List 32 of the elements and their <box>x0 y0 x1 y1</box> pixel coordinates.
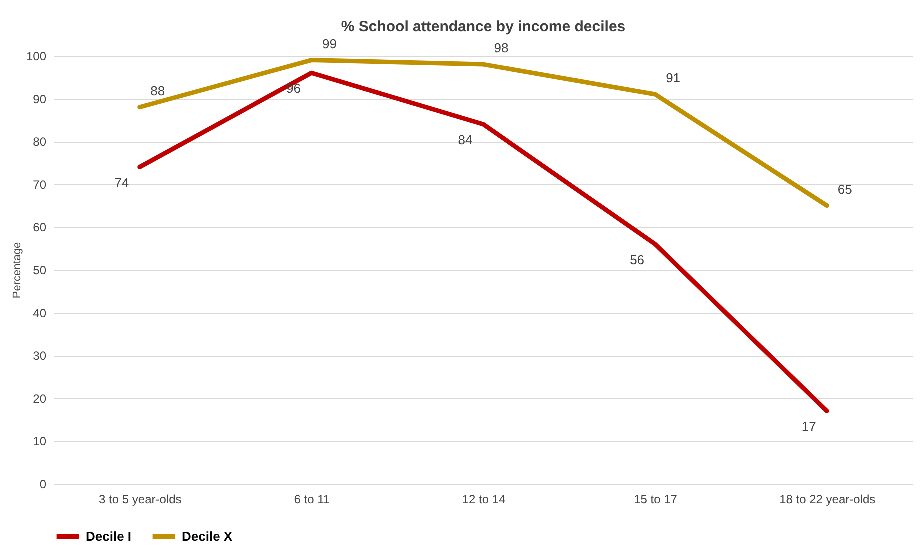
line-series <box>138 58 830 208</box>
y-tick-label: 100 <box>26 50 47 64</box>
data-label: 88 <box>150 83 166 98</box>
x-tick-label: 12 to 14 <box>462 492 506 506</box>
data-label: 65 <box>838 182 852 197</box>
y-tick-label: 50 <box>33 264 47 278</box>
x-tick-label: 15 to 17 <box>634 492 678 506</box>
chart-title: % School attendance by income deciles <box>341 18 626 36</box>
y-tick-label: 0 <box>40 478 47 492</box>
x-tick-label: 3 to 5 year-olds <box>99 492 182 506</box>
y-tick-label: 10 <box>33 434 47 449</box>
data-label: 99 <box>322 36 337 52</box>
data-label: 74 <box>114 175 130 190</box>
data-label: 98 <box>494 40 509 56</box>
line-series <box>138 70 830 414</box>
legend-label: Decile I <box>86 529 132 544</box>
data-label: 84 <box>458 132 473 148</box>
data-label: 91 <box>666 70 681 86</box>
y-tick-label: 40 <box>33 306 47 320</box>
y-tick-label: 70 <box>33 178 47 192</box>
data-label: 56 <box>630 252 645 268</box>
y-tick-label: 60 <box>33 220 47 235</box>
legend-label: Decile X <box>182 529 233 544</box>
data-label: 96 <box>286 81 301 96</box>
y-axis-title: Percentage <box>11 242 24 299</box>
y-tick-label: 30 <box>33 349 47 364</box>
y-tick-label: 80 <box>33 135 47 150</box>
y-tick-label: 20 <box>33 392 47 406</box>
x-tick-label: 6 to 11 <box>294 492 330 506</box>
data-label: 17 <box>802 419 816 434</box>
x-tick-label: 18 to 22 year-olds <box>780 492 876 506</box>
y-tick-label: 90 <box>33 92 47 106</box>
